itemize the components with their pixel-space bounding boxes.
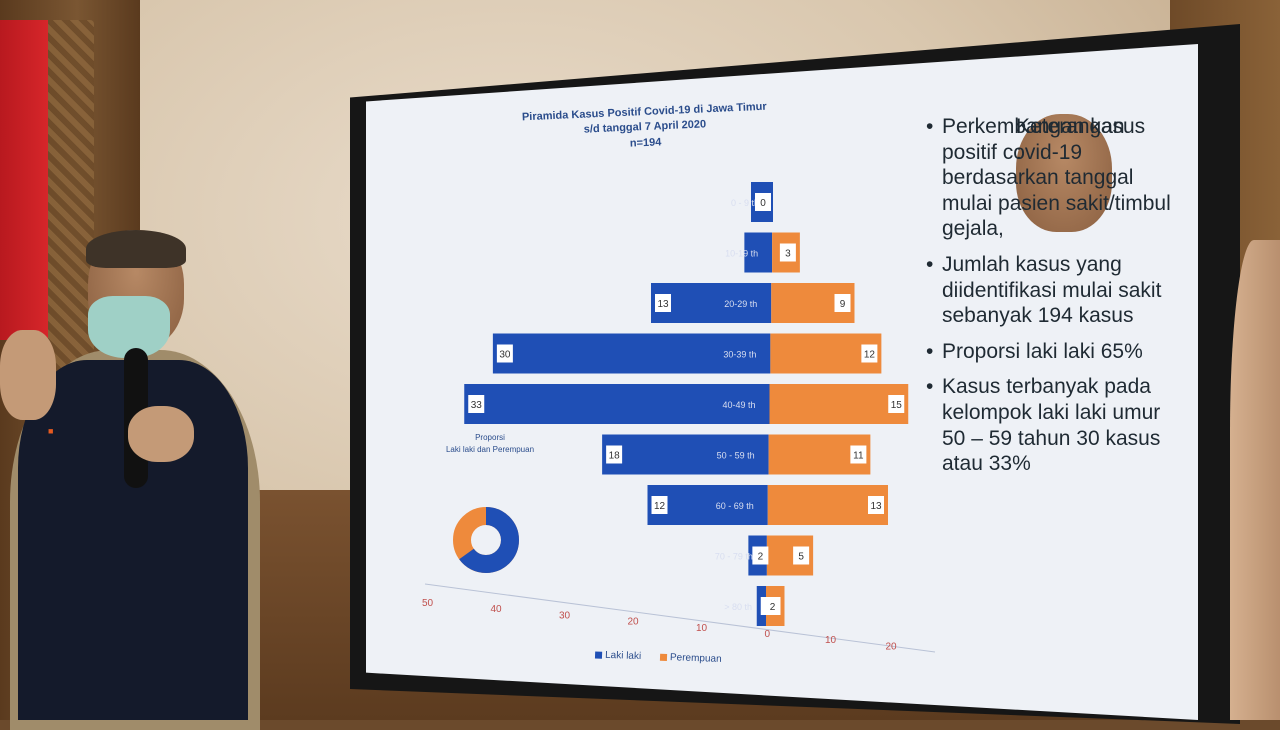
presenter: ■: [0, 230, 280, 730]
donut-title-line1: Proporsi: [475, 433, 505, 442]
donut-title: Proporsi Laki laki dan Perempuan: [440, 432, 540, 456]
legend-male: Laki laki: [594, 649, 642, 663]
data-label-female: 13: [870, 501, 882, 512]
legend-male-label: Laki laki: [604, 649, 642, 663]
bar-male: [744, 232, 773, 273]
vest-logo: ■: [48, 426, 54, 436]
data-label-box-male: [606, 445, 623, 464]
category-label: 30-39 th: [723, 350, 756, 360]
data-label-box-female: [834, 294, 851, 312]
x-tick-label: 40: [491, 604, 503, 615]
data-label-male: 33: [471, 400, 483, 411]
x-tick-label: 50: [422, 598, 434, 609]
notes-item: Perkembangan kasus positif covid-19 berd…: [926, 114, 1178, 242]
category-label: 70 - 79 th: [715, 552, 753, 562]
data-label-male: 18: [609, 451, 621, 462]
data-label-box-male: [468, 395, 485, 413]
data-label-box-male: [655, 294, 671, 312]
data-label-female: 12: [864, 350, 876, 361]
bar-male: [492, 333, 771, 374]
x-tick-label: 10: [825, 635, 837, 646]
raised-hand: [0, 330, 56, 420]
donut-male-slice: [453, 507, 519, 573]
data-label-box-female: [850, 445, 867, 464]
data-label-box-female: [888, 395, 905, 413]
data-label-box-male: [651, 496, 668, 514]
x-axis-line: [424, 583, 936, 653]
bar-female: [769, 384, 909, 424]
data-label-female: 2: [770, 602, 776, 613]
bar-male: [651, 283, 772, 323]
data-label-box-female: [764, 597, 781, 615]
category-label: 10-19 th: [725, 249, 758, 259]
data-label-box-male: [752, 546, 769, 565]
data-label-box-female: [779, 243, 796, 262]
category-label: 40-49 th: [722, 400, 755, 410]
x-tick-label: 20: [886, 641, 898, 652]
data-label-female: 15: [891, 400, 903, 411]
legend-male-swatch: [594, 651, 603, 659]
notes-item: Kasus terbanyak pada kelompok laki laki …: [926, 374, 1178, 476]
donut-title-line2: Laki laki dan Perempuan: [445, 445, 535, 454]
data-label-box-female: [868, 496, 884, 514]
person-right-edge: [1230, 240, 1280, 720]
bar-male: [464, 384, 770, 424]
category-label: 60 - 69 th: [716, 501, 754, 511]
data-label-male: 2: [758, 552, 764, 563]
data-label-female: 5: [798, 552, 804, 563]
bar-male: [602, 434, 769, 475]
mic-hand: [128, 406, 194, 462]
notes-item: Proporsi laki laki 65%: [926, 339, 1178, 365]
legend-female-swatch: [659, 653, 668, 662]
x-tick-label: 20: [628, 617, 640, 628]
bar-female: [767, 485, 888, 525]
data-label-male: 12: [654, 501, 666, 512]
legend-female: Perempuan: [659, 652, 722, 665]
x-tick-label: 10: [696, 623, 708, 634]
x-tick-label: 30: [559, 610, 571, 621]
data-label-female: 9: [840, 299, 846, 310]
data-label-box-female: [793, 546, 810, 565]
category-label: 20-29 th: [724, 299, 757, 309]
bar-male: [647, 485, 768, 525]
data-label-male: 30: [499, 350, 511, 361]
data-label-female: 11: [853, 451, 864, 462]
legend-female-label: Perempuan: [669, 652, 722, 665]
data-label-male: 0: [760, 198, 766, 209]
presenter-hair: [86, 230, 186, 268]
data-label-female: 3: [785, 249, 791, 260]
red-flag: [0, 20, 48, 340]
notes-list: Perkembangan kasus positif covid-19 berd…: [926, 114, 1178, 477]
data-label-box-male: [755, 193, 771, 211]
category-label: > 80 th: [724, 602, 752, 612]
data-label-male: 13: [657, 299, 669, 310]
notes-panel: Keterangan : Perkembangan kasus positif …: [926, 114, 1178, 487]
face-mask: [88, 296, 170, 358]
notes-item: Jumlah kasus yang diidentifikasi mulai s…: [926, 252, 1178, 329]
data-label-box-female: [861, 344, 878, 363]
category-label: 0 - 9 th: [731, 198, 759, 208]
data-label-box-male: [496, 344, 513, 363]
category-label: 50 - 59 th: [717, 451, 755, 461]
x-tick-label: 0: [765, 629, 771, 640]
